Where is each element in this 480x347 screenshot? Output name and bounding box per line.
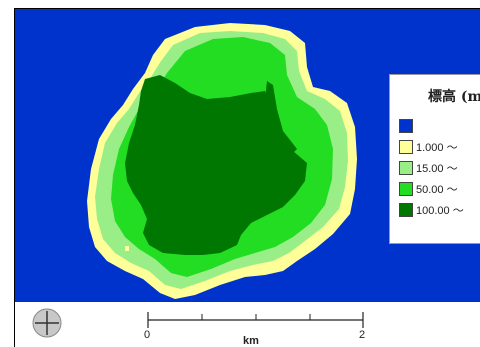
scale-panel: 0 km 2 [15, 302, 480, 347]
map-legend: 標高 (m 1.000 〜 15.00 〜 50.00 〜 100.00 〜 [389, 74, 480, 244]
map-view[interactable]: 標高 (m 1.000 〜 15.00 〜 50.00 〜 100.00 〜 [14, 8, 480, 347]
scale-end-label: 2 [359, 329, 365, 341]
scale-start-label: 0 [144, 329, 150, 341]
legend-swatch [399, 161, 413, 175]
legend-title: 標高 (m [428, 86, 480, 106]
legend-swatch [399, 140, 413, 154]
legend-swatch [399, 182, 413, 196]
legend-label: 15.00 〜 [416, 160, 458, 176]
legend-label: 1.000 〜 [416, 139, 458, 155]
islet [125, 246, 129, 251]
legend-swatch [399, 119, 413, 133]
scale-unit-label: km [243, 335, 259, 347]
legend-swatch [399, 203, 413, 217]
legend-label: 100.00 〜 [416, 202, 464, 218]
legend-label: 50.00 〜 [416, 181, 458, 197]
